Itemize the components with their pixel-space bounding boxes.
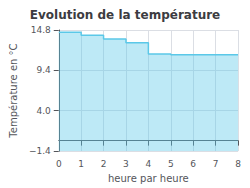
svg-text:6: 6 <box>190 159 196 169</box>
svg-text:1: 1 <box>78 159 84 169</box>
svg-text:−1.4: −1.4 <box>29 146 51 156</box>
svg-text:14.8: 14.8 <box>31 25 51 35</box>
svg-text:0: 0 <box>56 159 62 169</box>
svg-text:5: 5 <box>168 159 174 169</box>
svg-text:9.4: 9.4 <box>36 65 51 75</box>
svg-text:8: 8 <box>235 159 241 169</box>
svg-text:heure par heure: heure par heure <box>108 173 189 184</box>
svg-text:2: 2 <box>101 159 107 169</box>
svg-text:3: 3 <box>123 159 129 169</box>
svg-text:4: 4 <box>146 159 152 169</box>
svg-text:4.0: 4.0 <box>36 106 51 116</box>
svg-text:Evolution de la température: Evolution de la température <box>30 8 221 22</box>
svg-text:7: 7 <box>213 159 219 169</box>
svg-text:Température en °C: Température en °C <box>8 43 19 138</box>
